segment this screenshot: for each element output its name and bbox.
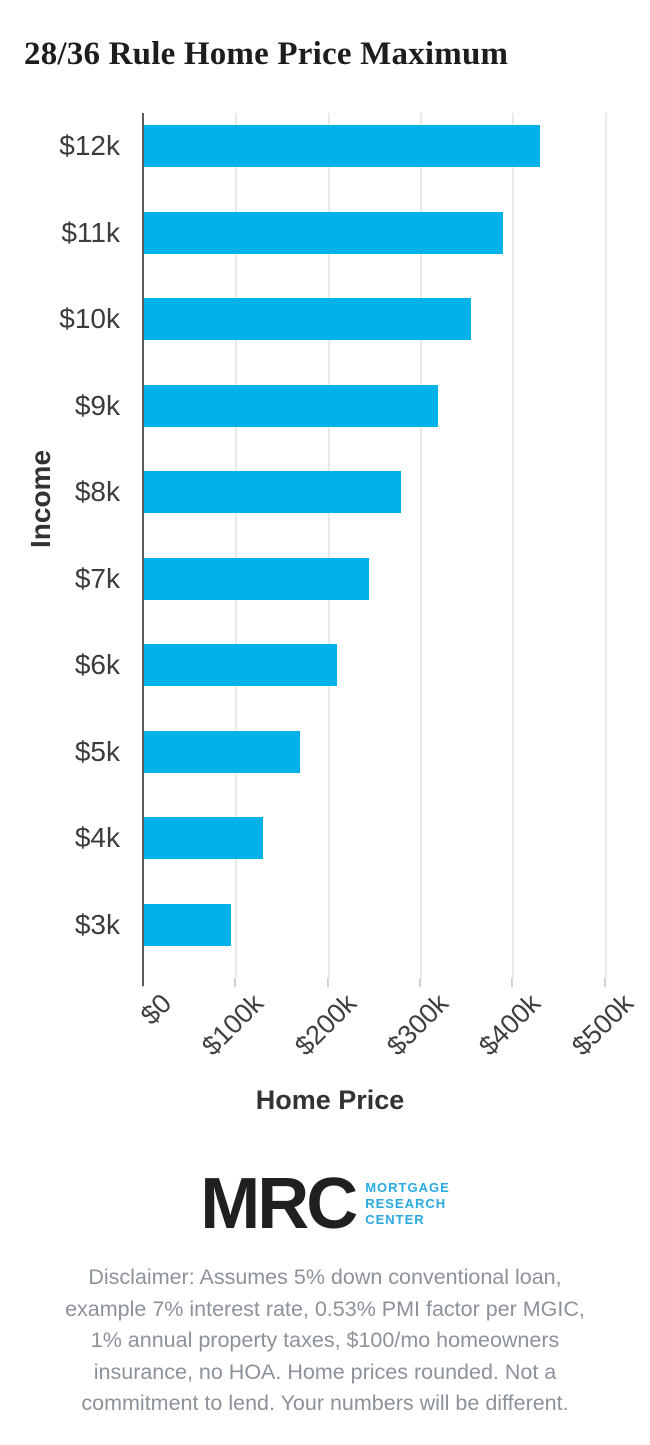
logo-wordmark-line: RESEARCH bbox=[365, 1196, 447, 1211]
y-axis-line bbox=[142, 113, 144, 986]
mrc-logo-acronym: MRC bbox=[200, 1164, 358, 1244]
logo-wordmark-line: CENTER bbox=[365, 1212, 425, 1227]
bar-$3k bbox=[143, 903, 231, 946]
bar-chart-plot-area bbox=[142, 113, 635, 987]
bar-$6k bbox=[143, 644, 337, 686]
x-axis-tick bbox=[326, 978, 329, 987]
y-tick-label: $12k bbox=[59, 130, 120, 161]
y-tick-label: $6k bbox=[74, 649, 120, 680]
y-tick-label: $5k bbox=[74, 735, 120, 767]
x-tick-label: $500k bbox=[565, 988, 639, 1062]
y-tick-label: $4k bbox=[74, 822, 120, 853]
y-tick-label: $3k bbox=[74, 908, 120, 940]
x-tick-label: $0 bbox=[134, 988, 178, 1031]
mrc-logo-wordmark: MORTGAGE RESEARCH CENTER bbox=[365, 1180, 450, 1228]
bar-$10k bbox=[143, 298, 471, 340]
x-axis-tick bbox=[603, 978, 606, 987]
gridline bbox=[604, 113, 607, 978]
y-tick-label: $9k bbox=[74, 389, 120, 421]
x-tick-label: $400k bbox=[473, 988, 547, 1062]
x-tick-label: $300k bbox=[380, 988, 455, 1062]
gridline bbox=[327, 113, 330, 978]
bar-$4k bbox=[143, 817, 263, 859]
y-tick-label: $11k bbox=[61, 216, 120, 248]
bar-$8k bbox=[143, 471, 402, 513]
y-tick-label: $7k bbox=[74, 562, 120, 594]
x-tick-label: $100k bbox=[196, 988, 270, 1062]
gridline bbox=[235, 113, 238, 978]
bar-$9k bbox=[143, 384, 439, 427]
y-tick-label: $8k bbox=[74, 476, 120, 507]
logo-wordmark-line: MORTGAGE bbox=[365, 1180, 450, 1195]
gridline bbox=[512, 113, 515, 978]
y-tick-labels: $12k $11k $10k $9k $8k $7k $6k $5k $4k $3k bbox=[0, 113, 120, 978]
x-axis-tick bbox=[511, 978, 514, 987]
chart-title: 28/36 Rule Home Price Maximum bbox=[24, 36, 509, 72]
x-axis-title: Home Price bbox=[255, 1085, 405, 1115]
gridline bbox=[419, 113, 422, 978]
mrc-logo: MRC MORTGAGE RESEARCH CENTER bbox=[0, 1168, 650, 1240]
x-axis-tick bbox=[234, 978, 237, 987]
y-tick-label: $10k bbox=[59, 303, 120, 334]
bar-$12k bbox=[143, 125, 540, 167]
bar-$5k bbox=[143, 730, 300, 773]
x-tick-label: $200k bbox=[288, 988, 362, 1062]
bar-$7k bbox=[143, 557, 370, 600]
x-axis-tick bbox=[418, 978, 421, 987]
bar-$11k bbox=[143, 211, 503, 254]
disclaimer-text: Disclaimer: Assumes 5% down conventional… bbox=[65, 1265, 585, 1415]
